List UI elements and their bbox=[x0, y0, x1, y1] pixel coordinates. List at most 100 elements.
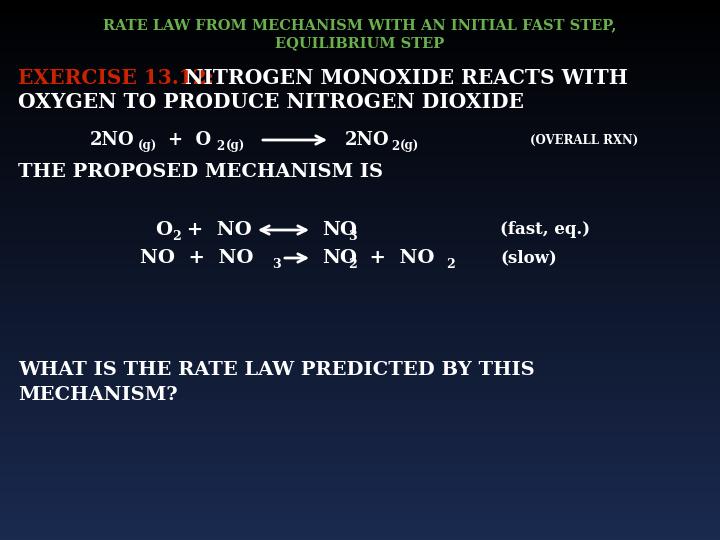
Bar bbox=[0, 529, 720, 532]
Bar bbox=[0, 219, 720, 221]
Bar bbox=[0, 216, 720, 219]
Bar bbox=[0, 184, 720, 186]
Text: OXYGEN TO PRODUCE NITROGEN DIOXIDE: OXYGEN TO PRODUCE NITROGEN DIOXIDE bbox=[18, 92, 524, 112]
Text: (g): (g) bbox=[400, 139, 419, 152]
Bar bbox=[0, 97, 720, 100]
Text: NO: NO bbox=[322, 221, 357, 239]
Bar bbox=[0, 27, 720, 30]
Bar bbox=[0, 124, 720, 127]
Text: EQUILIBRIUM STEP: EQUILIBRIUM STEP bbox=[275, 36, 445, 50]
Bar bbox=[0, 35, 720, 38]
Bar bbox=[0, 313, 720, 316]
Bar bbox=[0, 38, 720, 40]
Bar bbox=[0, 89, 720, 92]
Bar bbox=[0, 135, 720, 138]
Bar bbox=[0, 227, 720, 229]
Text: NO  +  NO: NO + NO bbox=[140, 249, 253, 267]
Bar bbox=[0, 302, 720, 305]
Bar bbox=[0, 122, 720, 124]
Bar bbox=[0, 535, 720, 537]
Bar bbox=[0, 454, 720, 456]
Bar bbox=[0, 521, 720, 524]
Bar bbox=[0, 329, 720, 332]
Bar bbox=[0, 405, 720, 408]
Text: (g): (g) bbox=[138, 139, 157, 152]
Bar bbox=[0, 224, 720, 227]
Bar bbox=[0, 286, 720, 289]
Text: 2: 2 bbox=[172, 231, 181, 244]
Bar bbox=[0, 300, 720, 302]
Bar bbox=[0, 162, 720, 165]
Bar bbox=[0, 246, 720, 248]
Bar bbox=[0, 248, 720, 251]
Bar bbox=[0, 467, 720, 470]
Bar bbox=[0, 68, 720, 70]
Bar bbox=[0, 176, 720, 178]
Bar bbox=[0, 178, 720, 181]
Bar bbox=[0, 5, 720, 8]
Bar bbox=[0, 321, 720, 324]
Bar bbox=[0, 173, 720, 176]
Bar bbox=[0, 238, 720, 240]
Bar bbox=[0, 381, 720, 383]
Bar bbox=[0, 292, 720, 294]
Bar bbox=[0, 373, 720, 375]
Bar bbox=[0, 310, 720, 313]
Bar bbox=[0, 151, 720, 154]
Bar bbox=[0, 11, 720, 14]
Text: +  O: + O bbox=[168, 131, 211, 149]
Bar bbox=[0, 378, 720, 381]
Bar bbox=[0, 278, 720, 281]
Bar bbox=[0, 130, 720, 132]
Bar bbox=[0, 84, 720, 86]
Bar bbox=[0, 416, 720, 418]
Bar bbox=[0, 335, 720, 338]
Bar bbox=[0, 532, 720, 535]
Bar bbox=[0, 267, 720, 270]
Bar bbox=[0, 324, 720, 327]
Bar bbox=[0, 119, 720, 122]
Bar bbox=[0, 427, 720, 429]
Bar bbox=[0, 165, 720, 167]
Bar bbox=[0, 0, 720, 3]
Bar bbox=[0, 383, 720, 386]
Bar bbox=[0, 510, 720, 513]
Bar bbox=[0, 472, 720, 475]
Bar bbox=[0, 389, 720, 392]
Bar bbox=[0, 327, 720, 329]
Bar bbox=[0, 205, 720, 208]
Bar bbox=[0, 140, 720, 143]
Text: 2NO: 2NO bbox=[345, 131, 390, 149]
Text: 2NO: 2NO bbox=[90, 131, 135, 149]
Bar bbox=[0, 3, 720, 5]
Bar bbox=[0, 343, 720, 346]
Text: 3: 3 bbox=[348, 231, 356, 244]
Text: MECHANISM?: MECHANISM? bbox=[18, 386, 178, 404]
Bar bbox=[0, 192, 720, 194]
Bar bbox=[0, 65, 720, 68]
Bar bbox=[0, 537, 720, 540]
Bar bbox=[0, 54, 720, 57]
Bar bbox=[0, 132, 720, 135]
Bar bbox=[0, 497, 720, 500]
Bar bbox=[0, 508, 720, 510]
Text: +  NO: + NO bbox=[180, 221, 252, 239]
Bar bbox=[0, 230, 720, 232]
Bar bbox=[0, 76, 720, 78]
Bar bbox=[0, 113, 720, 116]
Bar bbox=[0, 78, 720, 81]
Bar bbox=[0, 81, 720, 84]
Bar bbox=[0, 397, 720, 400]
Text: EXERCISE 13.12:: EXERCISE 13.12: bbox=[18, 68, 214, 88]
Bar bbox=[0, 526, 720, 529]
Bar bbox=[0, 316, 720, 319]
Bar bbox=[0, 49, 720, 51]
Bar bbox=[0, 346, 720, 348]
Bar bbox=[0, 451, 720, 454]
Bar bbox=[0, 421, 720, 424]
Bar bbox=[0, 194, 720, 197]
Bar bbox=[0, 265, 720, 267]
Bar bbox=[0, 16, 720, 19]
Bar bbox=[0, 284, 720, 286]
Bar bbox=[0, 392, 720, 394]
